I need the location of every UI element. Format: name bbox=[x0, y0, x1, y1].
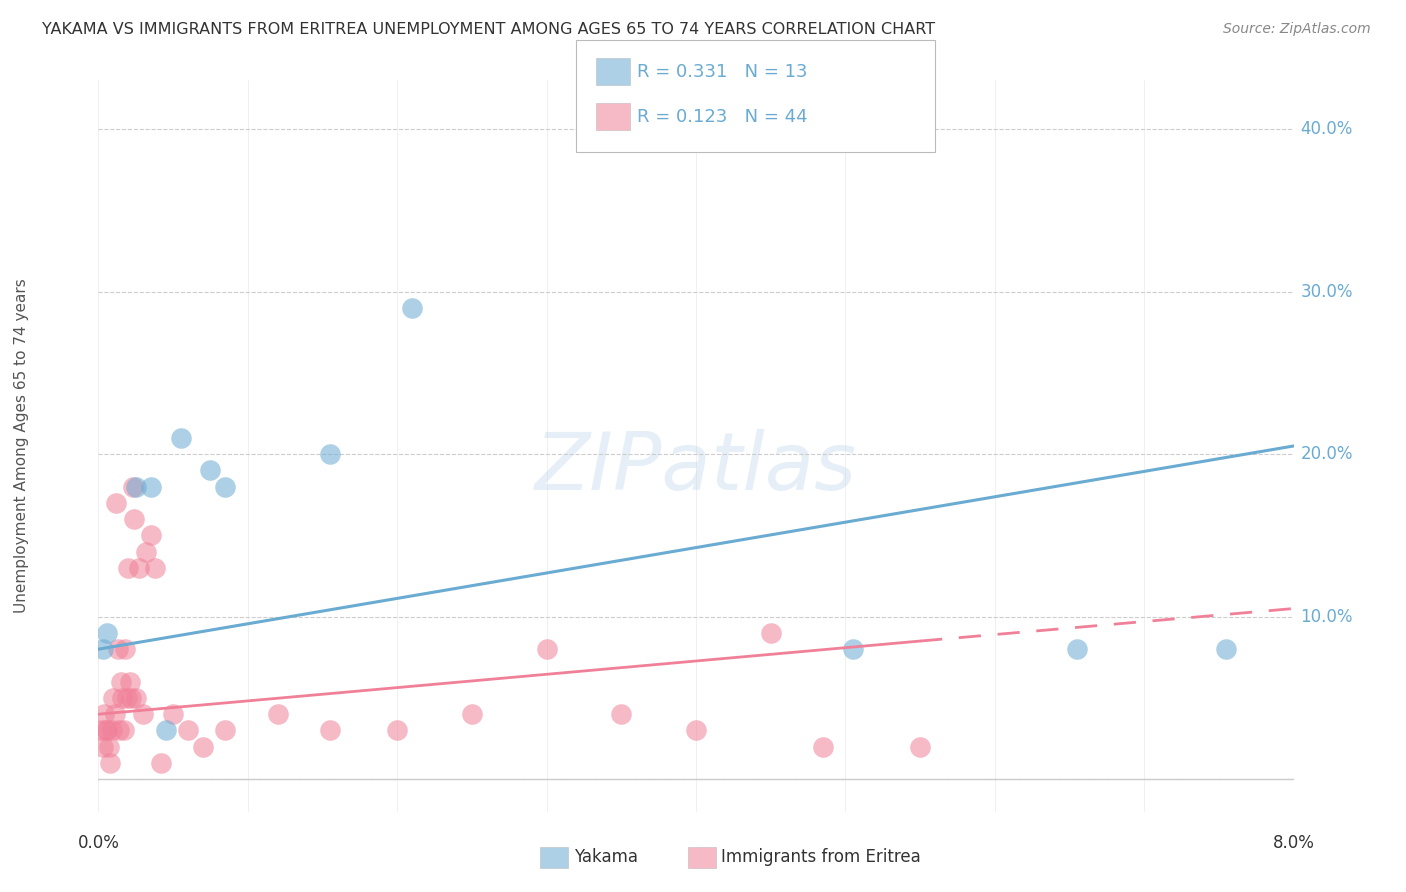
Point bbox=[908, 739, 931, 754]
Point bbox=[105, 496, 128, 510]
Point bbox=[169, 431, 191, 445]
Point bbox=[214, 480, 236, 494]
Point bbox=[96, 626, 118, 640]
Point bbox=[101, 723, 124, 738]
Point bbox=[117, 561, 139, 575]
Point bbox=[110, 674, 132, 689]
Text: 40.0%: 40.0% bbox=[1301, 120, 1353, 138]
Point bbox=[107, 642, 129, 657]
Text: R = 0.123   N = 44: R = 0.123 N = 44 bbox=[637, 108, 807, 126]
Point bbox=[267, 707, 290, 722]
Point bbox=[200, 463, 222, 477]
Point bbox=[177, 723, 200, 738]
Point bbox=[759, 626, 782, 640]
Text: Source: ZipAtlas.com: Source: ZipAtlas.com bbox=[1223, 22, 1371, 37]
Text: 30.0%: 30.0% bbox=[1301, 283, 1353, 301]
Point bbox=[121, 480, 143, 494]
Point bbox=[125, 690, 148, 705]
Point bbox=[108, 723, 131, 738]
Point bbox=[115, 690, 138, 705]
Point bbox=[385, 723, 409, 738]
Point bbox=[143, 561, 166, 575]
Point bbox=[155, 723, 177, 738]
Point bbox=[811, 739, 834, 754]
Text: 20.0%: 20.0% bbox=[1301, 445, 1353, 463]
Point bbox=[162, 707, 184, 722]
Point bbox=[132, 707, 155, 722]
Point bbox=[125, 480, 148, 494]
Point bbox=[319, 447, 342, 461]
Point bbox=[1066, 642, 1088, 657]
Point bbox=[536, 642, 558, 657]
Point bbox=[98, 756, 122, 770]
Text: 8.0%: 8.0% bbox=[1272, 834, 1315, 852]
Point bbox=[90, 723, 112, 738]
Point bbox=[401, 301, 423, 315]
Point bbox=[93, 707, 115, 722]
Text: YAKAMA VS IMMIGRANTS FROM ERITREA UNEMPLOYMENT AMONG AGES 65 TO 74 YEARS CORRELA: YAKAMA VS IMMIGRANTS FROM ERITREA UNEMPL… bbox=[42, 22, 935, 37]
Point bbox=[139, 528, 162, 542]
Point bbox=[96, 723, 118, 738]
Point bbox=[610, 707, 633, 722]
Point bbox=[150, 756, 173, 770]
Point bbox=[1215, 642, 1237, 657]
Text: 10.0%: 10.0% bbox=[1301, 607, 1353, 625]
Point bbox=[114, 642, 136, 657]
Point bbox=[685, 723, 707, 738]
Point bbox=[103, 690, 125, 705]
Point bbox=[120, 690, 142, 705]
Text: Unemployment Among Ages 65 to 74 years: Unemployment Among Ages 65 to 74 years bbox=[14, 278, 28, 614]
Point bbox=[124, 512, 146, 526]
Point bbox=[104, 707, 127, 722]
Point bbox=[139, 480, 162, 494]
Point bbox=[91, 739, 114, 754]
Point bbox=[461, 707, 484, 722]
Text: Yakama: Yakama bbox=[574, 848, 638, 866]
Text: R = 0.331   N = 13: R = 0.331 N = 13 bbox=[637, 62, 807, 80]
Point bbox=[91, 642, 114, 657]
Point bbox=[214, 723, 236, 738]
Point bbox=[842, 642, 865, 657]
Text: 0.0%: 0.0% bbox=[77, 834, 120, 852]
Point bbox=[191, 739, 214, 754]
Point bbox=[319, 723, 342, 738]
Point bbox=[135, 544, 157, 558]
Point bbox=[111, 690, 134, 705]
Point bbox=[94, 723, 117, 738]
Text: Immigrants from Eritrea: Immigrants from Eritrea bbox=[721, 848, 921, 866]
Point bbox=[97, 739, 120, 754]
Text: ZIPatlas: ZIPatlas bbox=[534, 429, 858, 507]
Point bbox=[112, 723, 135, 738]
Point bbox=[128, 561, 150, 575]
Point bbox=[118, 674, 141, 689]
